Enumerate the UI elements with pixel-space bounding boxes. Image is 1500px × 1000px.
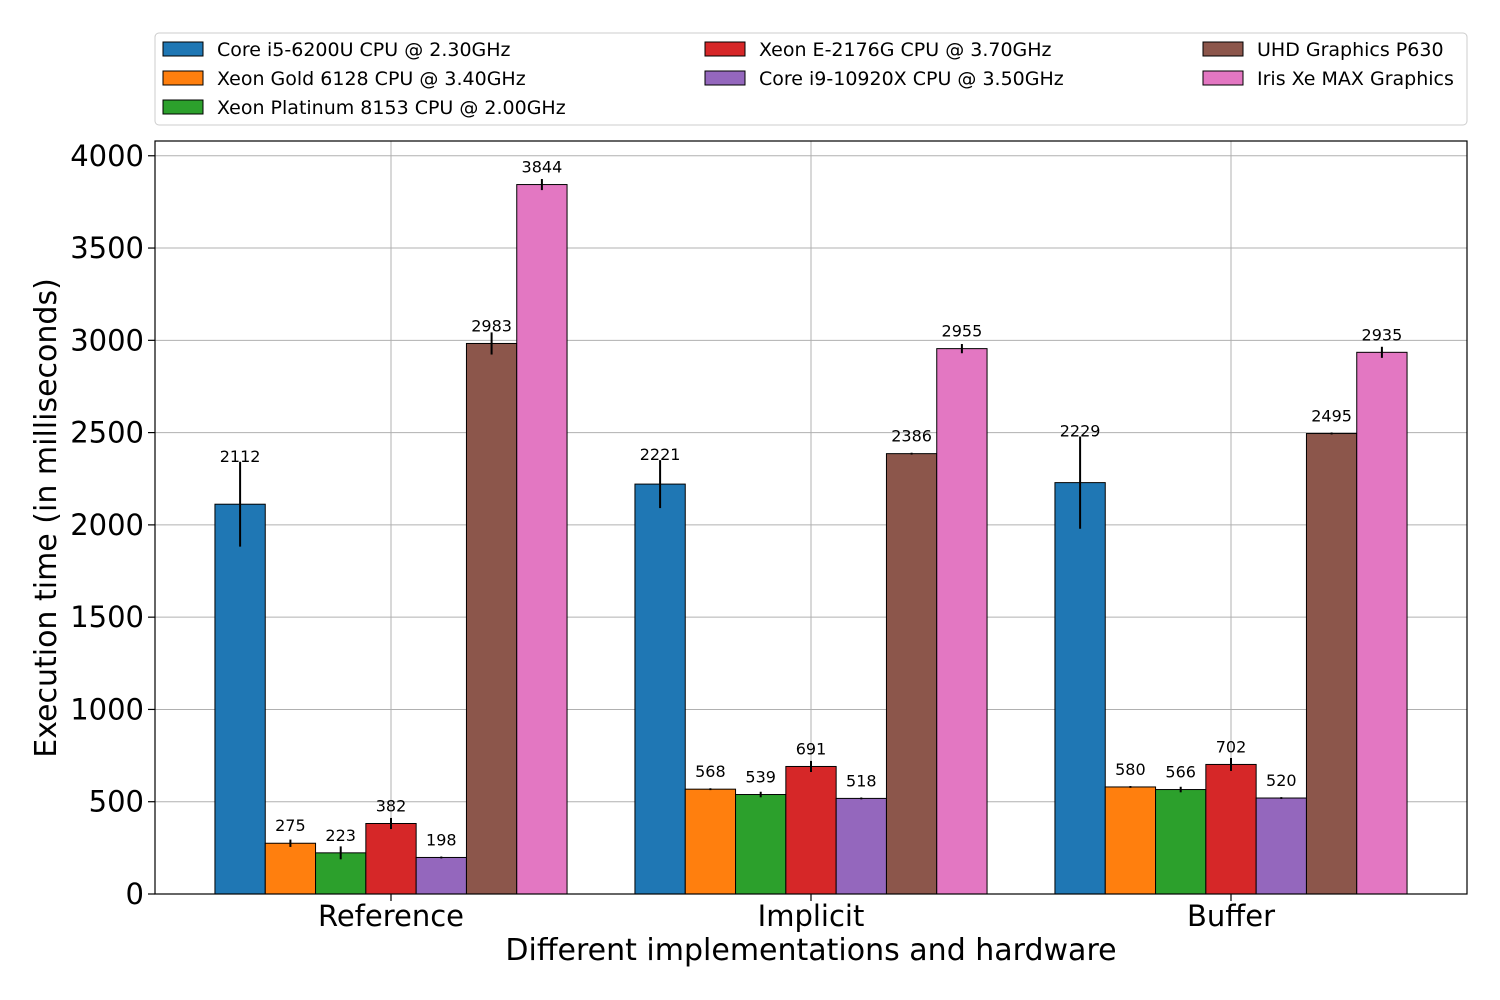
x-tick-label: Buffer <box>1187 899 1275 933</box>
data-label: 223 <box>325 826 356 845</box>
x-axis-label: Different implementations and hardware <box>505 933 1116 968</box>
legend-swatch <box>1202 70 1244 86</box>
data-label: 566 <box>1165 763 1196 782</box>
legend-entry: Xeon Platinum 8153 CPU @ 2.00GHz <box>217 97 566 119</box>
bar <box>885 453 938 895</box>
legend-frame <box>154 32 1468 126</box>
legend: Core i5-6200U CPU @ 2.30GHz Xeon Gold 612… <box>154 32 1468 126</box>
y-tick-label: 1000 <box>70 692 144 726</box>
legend-entry: Xeon Gold 6128 CPU @ 3.40GHz <box>217 68 526 90</box>
bar <box>835 797 887 895</box>
bar <box>264 842 317 895</box>
legend-swatch <box>704 70 746 86</box>
bar <box>1205 763 1257 895</box>
y-tick-label: 3000 <box>70 323 144 357</box>
y-tick-label: 4000 <box>70 139 144 173</box>
legend-entry: Core i5-6200U CPU @ 2.30GHz <box>217 39 511 61</box>
data-label: 2221 <box>640 445 681 464</box>
bar <box>1255 797 1307 895</box>
bar <box>516 184 568 895</box>
bar <box>214 503 266 895</box>
data-label: 702 <box>1216 737 1247 756</box>
legend-swatch <box>704 41 746 57</box>
data-label: 520 <box>1266 771 1297 790</box>
legend-swatch <box>162 99 204 115</box>
bar <box>634 483 686 895</box>
bar <box>415 856 467 895</box>
bar <box>465 342 518 895</box>
data-label: 518 <box>846 771 877 790</box>
data-label: 2229 <box>1060 421 1101 440</box>
bar <box>785 765 837 895</box>
bar <box>1054 482 1106 895</box>
data-label: 691 <box>796 739 827 758</box>
legend-entry: UHD Graphics P630 <box>1257 39 1444 61</box>
legend-swatch <box>162 70 204 86</box>
data-label: 2955 <box>942 322 983 341</box>
data-label: 2935 <box>1362 325 1403 344</box>
y-axis-label: Execution time (in milliseconds) <box>29 278 64 758</box>
bar <box>365 822 417 895</box>
data-label: 382 <box>376 796 407 815</box>
data-label: 580 <box>1115 760 1146 779</box>
legend-swatch <box>162 41 204 57</box>
legend-entry: Iris Xe MAX Graphics <box>1257 68 1454 90</box>
legend-entry: Xeon E-2176G CPU @ 3.70GHz <box>759 39 1052 61</box>
bar <box>735 794 787 895</box>
bars <box>214 179 1408 895</box>
x-tick-label: Implicit <box>758 899 865 933</box>
data-label: 2386 <box>891 427 932 446</box>
bar <box>1305 433 1358 895</box>
bar <box>1356 351 1408 895</box>
data-label: 3844 <box>522 158 563 177</box>
bar-value-labels: 2112 275 223 382 198 2983 3844 2221 568 539 691 518… <box>220 158 1403 850</box>
x-tick-label: Reference <box>318 899 464 933</box>
bar <box>1155 789 1207 895</box>
data-label: 198 <box>426 830 457 849</box>
data-label: 2495 <box>1311 407 1352 426</box>
data-label: 2983 <box>471 316 512 335</box>
bar <box>315 852 367 895</box>
axes: 0 500 1000 1500 2000 2500 3000 3500 4000 Referenc… <box>70 139 1468 933</box>
y-tick-label: 2500 <box>70 416 144 450</box>
y-tick-label: 2000 <box>70 508 144 542</box>
legend-entry: Core i9-10920X CPU @ 3.50GHz <box>759 68 1064 90</box>
y-tick-label: 3500 <box>70 231 144 265</box>
y-tick-label: 1500 <box>70 600 144 634</box>
data-label: 539 <box>745 768 776 787</box>
data-label: 568 <box>695 762 726 781</box>
legend-swatch <box>1202 41 1244 57</box>
y-tick-label: 0 <box>126 877 144 911</box>
data-label: 275 <box>275 816 306 835</box>
bar <box>684 788 737 895</box>
bar <box>936 348 988 895</box>
bar <box>1104 786 1157 895</box>
y-tick-label: 500 <box>89 785 144 819</box>
data-label: 2112 <box>220 447 261 466</box>
